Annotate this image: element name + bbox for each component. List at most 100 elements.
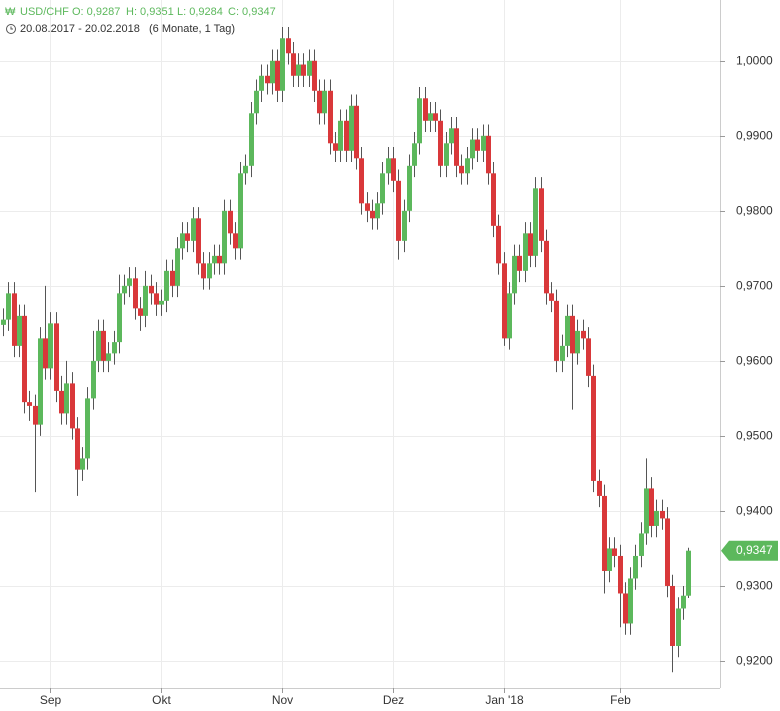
candle-body <box>175 248 180 286</box>
candle-body <box>681 595 686 609</box>
candle-body <box>312 60 317 91</box>
candle-body <box>185 233 190 241</box>
candle-body <box>180 233 185 249</box>
candle-body <box>222 210 227 264</box>
candle-body <box>565 315 570 346</box>
candle-body <box>602 495 607 571</box>
last-price-tag <box>721 540 778 561</box>
y-tick-label: 0,9400 <box>736 504 773 518</box>
candle-body <box>238 173 243 249</box>
candle-body <box>412 143 417 166</box>
candle-body <box>112 342 117 354</box>
symbol: USD/CHF <box>20 6 69 18</box>
x-tick-label: Okt <box>152 693 171 707</box>
candle-body <box>243 165 248 174</box>
candle-body <box>375 203 380 219</box>
candle-body <box>428 113 433 121</box>
candle-body <box>38 338 43 425</box>
candle-body <box>254 90 259 114</box>
candle-body <box>423 98 428 121</box>
candle-body <box>280 38 285 91</box>
candle-body <box>301 64 306 76</box>
candle-body <box>286 38 291 54</box>
candle-body <box>349 105 354 151</box>
candle-body <box>170 270 175 286</box>
candle-body <box>354 105 359 159</box>
candle-body <box>449 128 454 144</box>
candle-body <box>654 510 659 526</box>
candle-body <box>328 90 333 144</box>
x-tick-label: Jan '18 <box>485 693 524 707</box>
candle-body <box>407 165 412 211</box>
x-tick-label: Sep <box>40 693 62 707</box>
y-tick-label: 0,9700 <box>736 279 773 293</box>
candle-body <box>517 255 522 271</box>
candle-body <box>122 285 127 294</box>
header: ₩ USD/CHF O: 0,9287 H: 0,9351 L: 0,9284 … <box>5 6 276 35</box>
candle-body <box>481 135 486 151</box>
candle-body <box>607 548 612 571</box>
candle-body <box>85 398 90 459</box>
candle-body <box>212 255 217 264</box>
candle-body <box>591 375 596 481</box>
candle-body <box>402 210 407 241</box>
candle-body <box>249 113 254 166</box>
clock-hands <box>10 26 13 30</box>
candle-body <box>486 135 491 174</box>
candle-body <box>27 402 32 406</box>
y-tick-label: 0,9900 <box>736 129 773 143</box>
y-tick-label: 0,9200 <box>736 654 773 668</box>
y-tick-label: 1,0000 <box>736 54 773 68</box>
low-label: L: 0,9284 <box>177 6 223 18</box>
candle-body <box>623 593 628 624</box>
candle-body <box>417 98 422 144</box>
candle-body <box>217 255 222 264</box>
open-label: O: 0,9287 <box>72 6 120 18</box>
candle-body <box>127 278 132 286</box>
candle-body <box>465 158 470 174</box>
candle-body <box>59 390 64 414</box>
candle-body <box>586 338 591 376</box>
candle-body <box>660 510 665 519</box>
candle-body <box>438 120 443 166</box>
candle-body <box>618 555 623 594</box>
x-tick-label: Dez <box>383 693 404 707</box>
candle-body <box>154 293 159 305</box>
candle-body <box>17 315 22 346</box>
candle-body <box>686 550 691 596</box>
candle-body <box>33 405 38 425</box>
candle-body <box>581 330 586 339</box>
candle-body <box>633 555 638 579</box>
candle-body <box>549 293 554 301</box>
candle-body <box>307 60 312 76</box>
candle-body <box>628 578 633 624</box>
clock-icon <box>6 24 16 34</box>
candle-body <box>670 585 675 646</box>
candle-body <box>554 300 559 361</box>
candle-body <box>507 293 512 339</box>
candle-body <box>228 210 233 234</box>
candle-body <box>365 203 370 211</box>
candle-body <box>523 233 528 271</box>
y-tick-label: 0,9300 <box>736 579 773 593</box>
candle-body <box>270 60 275 84</box>
candle-body <box>491 173 496 226</box>
candle-body <box>322 90 327 114</box>
candle-body <box>138 308 143 316</box>
candle-body <box>54 323 59 391</box>
candle-body <box>80 458 85 470</box>
candle-body <box>133 278 138 309</box>
candle-body <box>344 120 349 151</box>
candle-body <box>333 143 338 151</box>
close-label: C: 0,9347 <box>228 6 276 18</box>
candle-body <box>386 158 391 174</box>
y-tick-label: 0,9500 <box>736 429 773 443</box>
candle-body <box>6 293 11 320</box>
candle-body <box>12 293 17 346</box>
candle-body <box>644 488 649 534</box>
candle-body <box>665 518 670 586</box>
candle-body <box>43 338 48 369</box>
candle-body <box>454 128 459 166</box>
